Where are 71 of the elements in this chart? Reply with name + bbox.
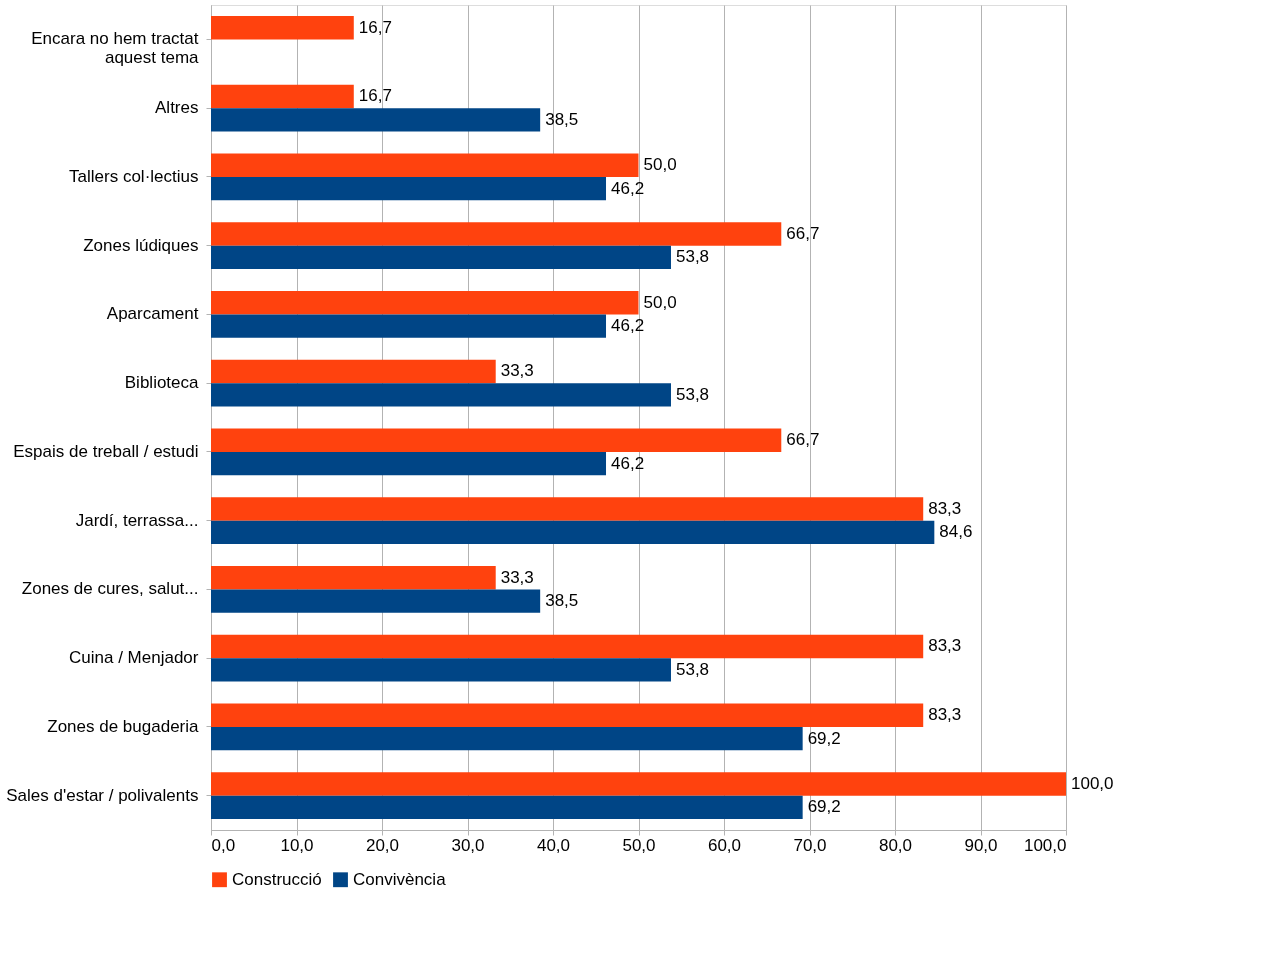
x-tick-label: 20,0	[365, 835, 400, 855]
bar	[211, 222, 782, 246]
bar	[211, 634, 924, 659]
x-tick-label: 100,0	[1023, 835, 1067, 855]
data-label: 66,7	[786, 430, 820, 450]
bar	[211, 726, 803, 751]
data-label: 83,3	[928, 636, 962, 656]
data-label: 33,3	[500, 567, 534, 587]
data-label: 53,8	[675, 384, 710, 404]
y-tick-label: Jardí, terrassa...	[75, 510, 199, 530]
bar	[211, 383, 671, 407]
data-label: 16,7	[358, 86, 392, 106]
data-label: 53,8	[675, 659, 710, 679]
data-label: 50,0	[643, 292, 677, 312]
bar	[211, 245, 671, 269]
x-tick-label: 10,0	[280, 835, 314, 855]
bar	[211, 428, 782, 452]
x-tick-label: 60,0	[707, 835, 742, 855]
data-label: 69,2	[807, 797, 841, 817]
y-tick-label: Zones de cures, salut...	[21, 579, 199, 599]
legend-label: Construcció	[232, 869, 322, 889]
bar	[211, 497, 924, 521]
y-tick-label: Zones de bugaderia	[47, 716, 200, 736]
data-label: 53,8	[675, 247, 710, 267]
y-tick-label: Cuina / Menjador	[69, 648, 199, 668]
bar	[211, 84, 354, 109]
data-label: 33,3	[500, 361, 534, 381]
data-label: 46,2	[611, 453, 645, 473]
bar	[211, 314, 607, 338]
bar	[211, 566, 496, 590]
bar	[211, 589, 541, 613]
x-tick-label: 50,0	[622, 835, 656, 855]
bar	[211, 772, 1066, 796]
bar	[211, 703, 924, 727]
bar	[211, 795, 803, 819]
bar	[211, 291, 639, 315]
data-label: 38,5	[545, 109, 579, 129]
data-label: 83,3	[928, 705, 962, 725]
bar	[211, 176, 607, 201]
y-tick-label: Espais de treball / estudi	[13, 441, 199, 461]
bar	[211, 451, 607, 476]
y-tick-label: Encara no hem tractat aquest tema	[31, 29, 200, 68]
bar	[211, 658, 671, 682]
y-tick-label: Aparcament	[106, 304, 199, 324]
data-label: 50,0	[643, 155, 677, 175]
bar	[211, 153, 639, 177]
x-tick-label: 70,0	[793, 835, 827, 855]
data-label: 69,2	[807, 728, 841, 748]
data-label: 100,0	[1071, 773, 1114, 793]
x-tick-label: 0,0	[211, 835, 236, 855]
y-tick-label: Altres	[155, 98, 199, 118]
data-label: 16,7	[358, 17, 392, 37]
x-tick-label: 40,0	[536, 835, 571, 855]
data-label: 46,2	[611, 178, 645, 198]
bar	[211, 108, 541, 132]
data-label: 83,3	[928, 498, 962, 518]
y-tick-label: Biblioteca	[124, 373, 200, 393]
y-tick-label: Sales d'estar / polivalents	[6, 785, 199, 805]
bar	[211, 16, 354, 40]
legend-label: Convivència	[353, 869, 447, 889]
x-tick-label: 90,0	[964, 835, 998, 855]
bar	[211, 359, 496, 384]
data-label: 84,6	[939, 522, 973, 542]
x-tick-label: 30,0	[451, 835, 485, 855]
bar	[211, 520, 935, 544]
data-label: 46,2	[611, 316, 645, 336]
y-tick-label: Tallers col·lectius	[69, 166, 199, 186]
y-tick-label: Zones lúdiques	[83, 235, 199, 255]
x-tick-label: 80,0	[878, 835, 913, 855]
data-label: 38,5	[545, 591, 579, 611]
data-label: 66,7	[786, 223, 820, 243]
